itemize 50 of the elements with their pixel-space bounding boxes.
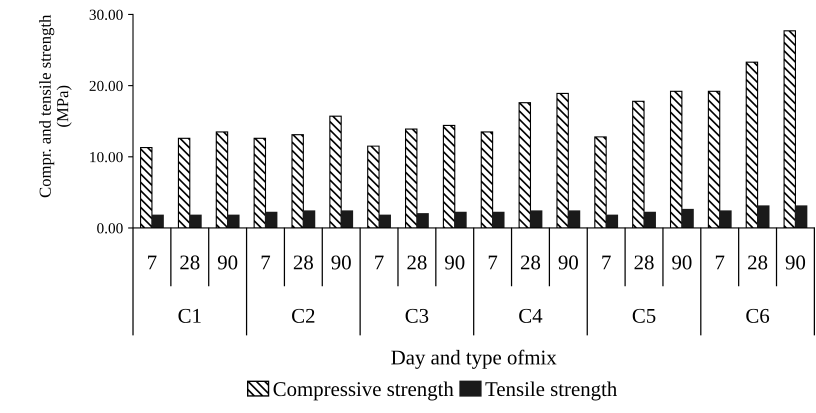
- x-tick-label: 90: [786, 255, 806, 270]
- text: C2: [292, 308, 314, 323]
- legend-label: Compressive strength: [274, 381, 454, 400]
- y-tick-label: 30.00: [90, 10, 123, 20]
- x-tick-label: 28: [634, 255, 654, 270]
- bar: [227, 214, 240, 228]
- x-tick-label: 7: [602, 256, 611, 270]
- x-tick-label: 7: [488, 256, 498, 270]
- bar: [530, 210, 542, 228]
- x-tick-label: 7: [148, 256, 157, 270]
- bar: [643, 212, 656, 228]
- text: C1: [178, 308, 201, 323]
- bar: [189, 214, 202, 228]
- x-tick-label: 7: [262, 256, 270, 270]
- x-tick-label: 28: [520, 255, 540, 270]
- bar: [681, 208, 694, 228]
- x-tick-label: 28: [748, 255, 768, 270]
- bar: [719, 210, 732, 228]
- text: C6: [746, 308, 770, 323]
- bar: [302, 210, 316, 228]
- bar: [454, 212, 467, 228]
- bar: [794, 205, 808, 228]
- x-tick-label: 90: [218, 255, 238, 270]
- text: C3: [406, 308, 428, 323]
- bar: [568, 210, 580, 228]
- text: C5: [632, 308, 656, 323]
- y-axis-title: Compr. and tensile strength (MPa): [39, 14, 72, 198]
- bar: [492, 212, 505, 228]
- bar: [606, 214, 618, 228]
- x-tick-label: 7: [375, 256, 384, 270]
- bar: [757, 205, 770, 228]
- x-tick-label: 90: [672, 255, 692, 270]
- x-tick-label: 90: [331, 255, 351, 270]
- bar: [151, 214, 164, 228]
- x-tick-label: 28: [294, 255, 313, 270]
- x-tick-label: 28: [407, 255, 427, 270]
- y-tick-label: 20.00: [90, 80, 123, 92]
- bar: [378, 214, 391, 228]
- x-axis-title: Day and type ofmix: [391, 350, 556, 369]
- bar: [416, 213, 429, 228]
- x-tick-label: 28: [180, 255, 200, 270]
- x-tick-label: 90: [558, 255, 578, 270]
- bar: [264, 212, 278, 228]
- legend-label: Tensile strength: [485, 381, 617, 400]
- bar: [340, 210, 354, 228]
- y-tick-label: 10.00: [90, 152, 123, 162]
- x-tick-label: 90: [445, 255, 464, 270]
- y-tick-label: 0.00: [97, 223, 123, 234]
- text: C4: [519, 308, 542, 323]
- x-tick-label: 7: [716, 256, 724, 270]
